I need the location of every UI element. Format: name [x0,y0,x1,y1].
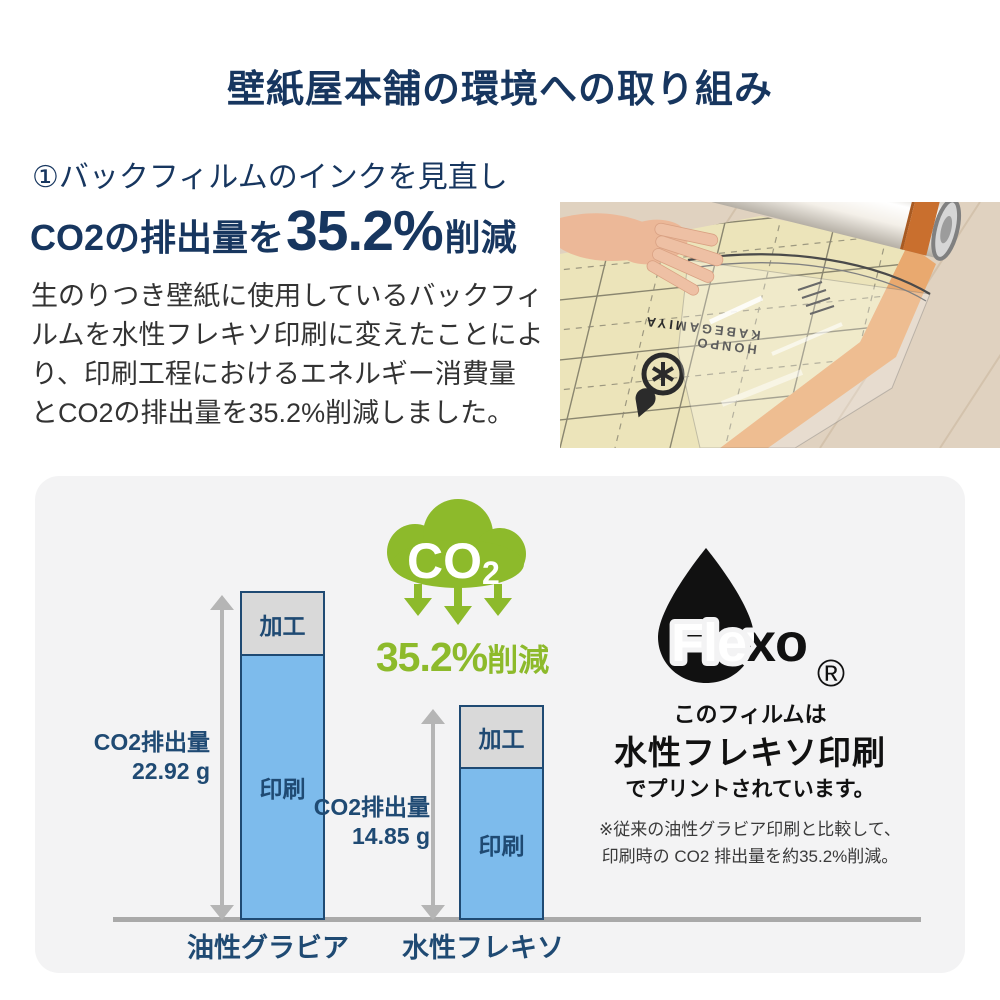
body-line: とCO2の排出量を35.2%削減しました。 [31,398,515,428]
emission-label-oil: CO2排出量 22.92 g [93,729,210,784]
flexo-line1: このフィルムは [673,702,827,727]
emission-label-flexo: CO2排出量 14.85 g [313,794,430,849]
axis-label-water-flexo: 水性フレキソ [402,933,564,963]
measure-arrow-left [210,595,234,920]
bar-oil-gravure: 加工 印刷 [240,591,325,920]
svg-text:Flexo: Flexo [671,613,807,673]
registered-mark: ® [817,653,845,694]
reduction-suffix: 削減 [487,643,550,678]
lead-suffix: 削減 [444,217,517,258]
body-line: 生のりつき壁紙に使用しているバックフィ [31,281,543,311]
lead-value: 35.2% [286,199,444,263]
flexo-line2: 水性フレキソ印刷 [614,734,886,771]
bar-water-flexo: 加工 印刷 [459,705,544,920]
body-line: ルムを水性フレキソ印刷に変えたことによ [31,320,544,350]
lead-prefix: CO2の排出量を [30,217,285,258]
transparent-film [677,253,931,448]
flexo-logo-icon: Flexo Flexo Flexo ® [658,548,845,694]
wallpaper-orange-edge [720,244,936,448]
svg-text:CO2: CO2 [407,533,500,591]
page-title: 壁紙屋本舗の環境への取り組み [226,69,773,111]
body-line: り、印刷工程におけるエネルギー消費量 [31,359,516,389]
section-heading: ①バックフィルムのインクを見直し [32,161,508,194]
segment-label: 印刷 [259,776,306,802]
product-photo-illustration: KABEGAMIYA HONPO [560,202,1000,448]
bar-segment-printing: 印刷 [461,769,542,918]
bar-segment-processing: 加工 [242,593,323,656]
hand [560,213,724,296]
segment-label: 加工 [478,726,525,752]
measure-arrow-right [421,709,445,920]
lead-line: CO2の排出量を 35.2% 削減 [30,198,517,264]
segment-label: 加工 [259,612,306,639]
flexo-note2: 印刷時の CO2 排出量を約35.2%削減。 [601,847,899,866]
film-roll [711,202,962,261]
product-photo: KABEGAMIYA HONPO [560,202,1000,448]
co2-cloud-icon: CO2 [387,499,526,625]
reduction-value: 35.2% [375,634,488,680]
comparison-panel: 加工 印刷 CO2排出量 22.92 g 油性グラビア 加工 印刷 CO2排出量… [35,476,965,973]
svg-text:Flexo: Flexo [671,613,807,673]
bar-segment-processing: 加工 [461,707,542,769]
flexo-note1: ※従来の油性グラビア印刷と比較して、 [599,820,901,839]
reduction-text: 35.2%削減 [355,634,570,681]
bar-segment-printing: 印刷 [242,656,323,918]
axis-label-oil-gravure: 油性グラビア [187,933,349,963]
svg-text:Flexo: Flexo [671,613,807,673]
flexo-line3: でプリントされています。 [625,778,875,801]
segment-label: 印刷 [478,832,525,859]
body-paragraph: 生のりつき壁紙に使用しているバックフィ ルムを水性フレキソ印刷に変えたことによ … [31,277,543,433]
